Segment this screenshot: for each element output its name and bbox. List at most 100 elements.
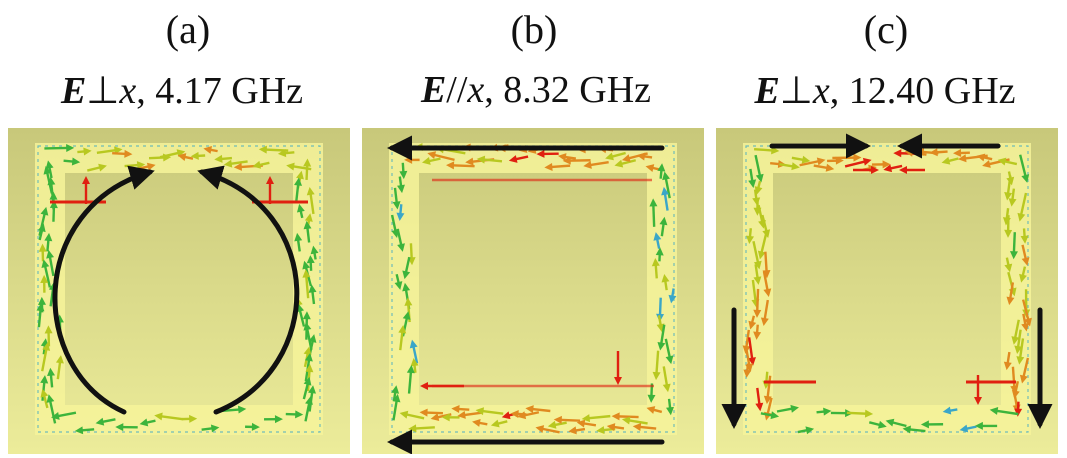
- field-vector: [662, 171, 671, 199]
- field-vector: [154, 412, 183, 421]
- field-vector: [139, 418, 156, 427]
- field-vector: [44, 232, 53, 252]
- field-vector: [472, 419, 488, 427]
- field-vector: [816, 407, 832, 416]
- field-vector: [651, 257, 660, 279]
- field-vector: [399, 410, 425, 420]
- field-vector: [40, 388, 49, 409]
- field-vector: [44, 325, 53, 347]
- panel-a-label: (a): [165, 7, 211, 52]
- field-vector: [304, 396, 313, 422]
- substrate-outline: [37, 145, 321, 433]
- field-vector: [1014, 329, 1023, 355]
- vector-field-left: [36, 160, 64, 424]
- field-vector: [614, 351, 622, 385]
- field-vector: [36, 302, 45, 328]
- field-vector: [1004, 215, 1013, 238]
- field-vector: [763, 375, 772, 405]
- panel-b-title: E//x, 8.32 GHz: [356, 68, 716, 112]
- field-vector: [902, 425, 926, 434]
- relation-symbol: //: [446, 69, 468, 111]
- field-vector: [46, 249, 55, 277]
- field-vector: [303, 220, 312, 243]
- right-circulation-arrow: [197, 165, 300, 415]
- field-vector: [420, 382, 464, 390]
- field-vector: [517, 411, 540, 420]
- field-vector: [190, 151, 206, 160]
- field-vector: [1004, 257, 1013, 273]
- vector-field-left: [742, 154, 773, 421]
- field-vector: [306, 186, 315, 215]
- field-vector: [611, 412, 639, 421]
- field-vector: [396, 204, 405, 221]
- field-vector: [159, 149, 186, 159]
- field-vector: [1006, 282, 1015, 306]
- hot-spot-markers: [764, 166, 1016, 405]
- field-vector: [779, 162, 800, 171]
- panel-b-label: (b): [510, 7, 558, 52]
- field-vector: [82, 176, 90, 204]
- field-vector: [397, 176, 405, 194]
- field-vector: [568, 426, 586, 435]
- field-vector: [997, 157, 1018, 166]
- axis-symbol: x: [467, 69, 485, 111]
- field-vector: [989, 406, 1019, 416]
- field-vector: [47, 367, 56, 388]
- field-vector: [112, 149, 133, 158]
- field-vector: [760, 299, 769, 327]
- field-vector: [38, 243, 47, 262]
- field-vector: [396, 228, 405, 252]
- field-vector: [308, 284, 317, 305]
- field-vector: [748, 315, 757, 330]
- field-vector: [757, 231, 768, 260]
- field-vector: [86, 163, 107, 172]
- field-vector: [942, 406, 958, 415]
- field-vector: [953, 148, 970, 157]
- field-vector: [115, 423, 138, 432]
- field-vector: [302, 376, 312, 400]
- field-vector: [535, 425, 560, 434]
- field-vector: [392, 187, 401, 210]
- field-vector: [614, 159, 637, 168]
- panel-c-label: (c): [863, 7, 909, 52]
- field-symbol: E: [420, 69, 447, 111]
- vector-field-right: [1002, 154, 1032, 417]
- field-vector: [666, 398, 674, 416]
- field-vector: [508, 155, 529, 163]
- field-vector: [1021, 244, 1030, 266]
- field-vector: [1020, 228, 1029, 244]
- field-vector: [659, 216, 668, 237]
- field-vector: [813, 163, 835, 172]
- field-vector: [655, 247, 664, 262]
- axis-symbol: x: [812, 70, 830, 112]
- field-vector: [306, 255, 315, 271]
- field-vector: [285, 410, 304, 419]
- field-vector: [214, 154, 233, 163]
- panel-c-field-plot: [716, 128, 1058, 454]
- panel-a-plot: [8, 128, 350, 454]
- field-vector: [201, 424, 220, 433]
- field-vector: [974, 421, 998, 430]
- field-vector: [252, 160, 270, 169]
- field-vector: [755, 387, 764, 412]
- field-vector: [41, 342, 51, 372]
- frequency-text: , 4.17 GHz: [136, 70, 304, 112]
- field-vector: [868, 420, 887, 429]
- field-vector: [223, 159, 248, 168]
- field-vector: [632, 423, 657, 431]
- axis-symbol: x: [119, 70, 137, 112]
- field-vector: [776, 404, 799, 413]
- panel-b-plot: [362, 128, 704, 454]
- field-symbol: E: [60, 70, 87, 112]
- field-vector: [1004, 175, 1013, 201]
- field-vector: [1009, 232, 1018, 260]
- field-vector: [49, 199, 58, 222]
- hot-spot-markers: [420, 178, 654, 390]
- field-vector: [1019, 154, 1030, 183]
- field-vector: [536, 149, 559, 158]
- vector-field-bottom: [399, 405, 663, 435]
- field-vector: [791, 155, 811, 164]
- relation-symbol: ⊥: [779, 70, 813, 112]
- field-vector: [1019, 357, 1030, 384]
- field-vector: [41, 259, 52, 288]
